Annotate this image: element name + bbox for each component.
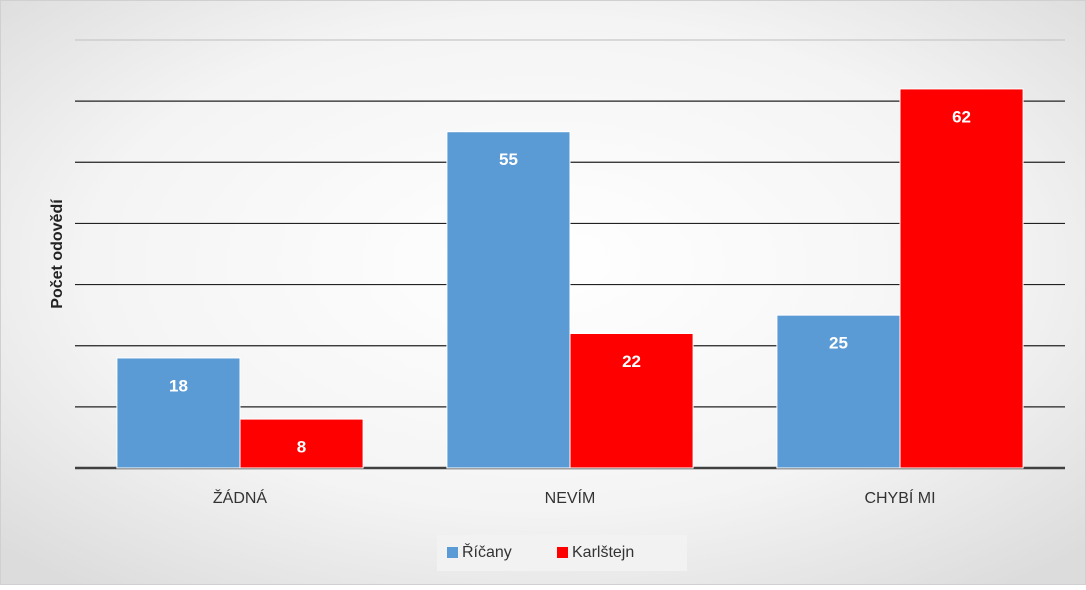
legend-label: Říčany [462, 542, 512, 561]
data-label: 22 [622, 352, 641, 371]
bar [776, 314, 901, 469]
bar [239, 418, 364, 469]
x-tick-label: CHYBÍ MI [864, 488, 935, 507]
legend-swatch [447, 547, 458, 558]
bar [446, 131, 571, 469]
legend-label: Karlštejn [572, 544, 634, 561]
data-label: 8 [297, 438, 306, 457]
x-tick-label: NEVÍM [545, 488, 596, 507]
data-label: 25 [829, 334, 848, 353]
x-tick-label: ŽÁDNÁ [213, 488, 268, 507]
bar [116, 357, 241, 469]
data-label: 18 [169, 376, 188, 395]
bar [899, 88, 1024, 469]
legend-swatch [557, 547, 568, 558]
y-axis-label: Počet odovědí [49, 199, 66, 309]
data-label: 55 [499, 150, 518, 169]
bar [569, 332, 694, 469]
data-label: 62 [952, 107, 971, 126]
